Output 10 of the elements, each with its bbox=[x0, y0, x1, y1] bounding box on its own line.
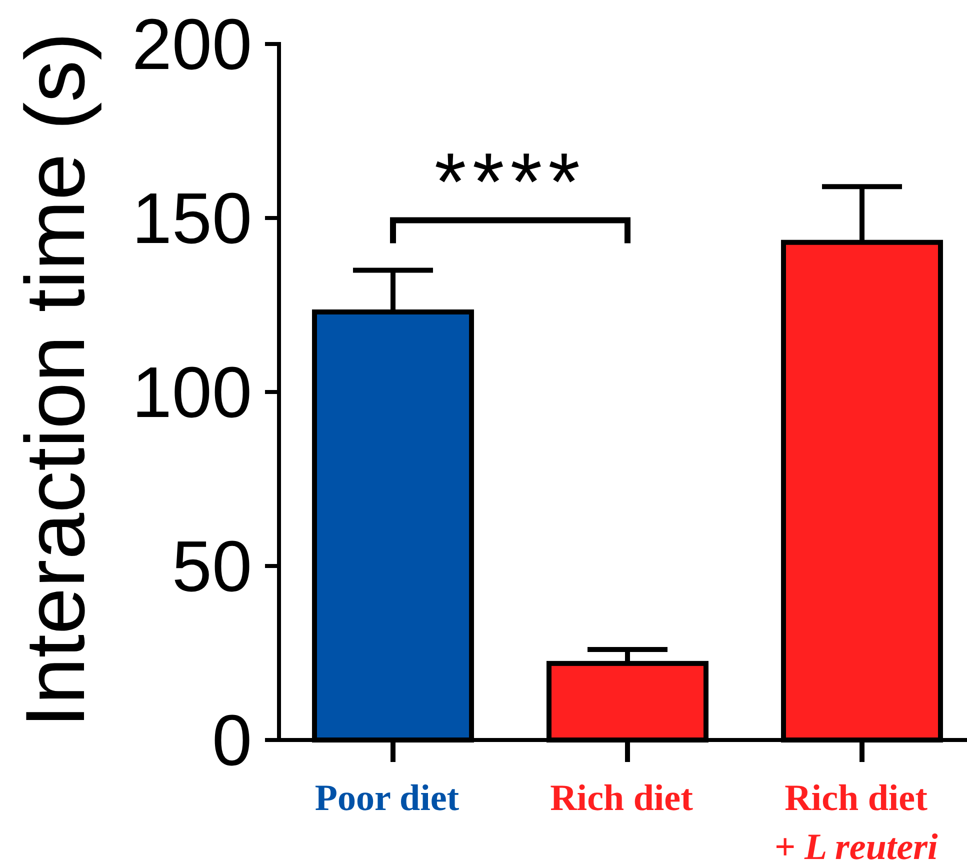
y-tick-label: 150 bbox=[132, 179, 252, 260]
x-tick-label: Poor diet bbox=[314, 778, 460, 819]
x-tick-label: Rich diet bbox=[550, 778, 694, 819]
annotation: **** bbox=[434, 137, 586, 228]
x-tick-label: Rich diet + L reuteri bbox=[774, 778, 939, 865]
y-tick-label: 200 bbox=[132, 5, 252, 86]
y-tick-label: 100 bbox=[132, 353, 252, 434]
y-tick-label: 50 bbox=[172, 527, 252, 608]
y-axis-title: Interaction time (s) bbox=[8, 32, 102, 728]
y-tick-label: 0 bbox=[212, 701, 252, 782]
